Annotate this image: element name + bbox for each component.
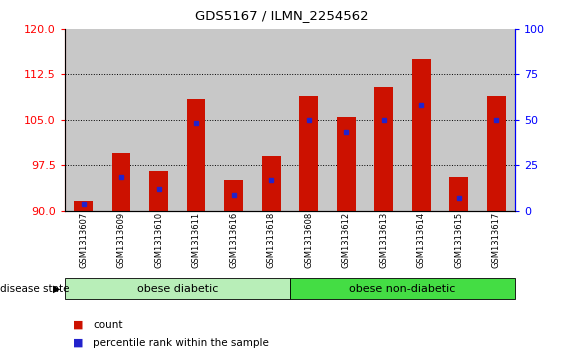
Bar (262, 156, 280, 211)
Bar (449, 177, 468, 211)
Bar (300, 95, 318, 211)
Bar (74, 201, 93, 211)
Text: GDS5167 / ILMN_2254562: GDS5167 / ILMN_2254562 (195, 9, 368, 22)
Bar (374, 86, 393, 211)
Text: obese diabetic: obese diabetic (137, 284, 218, 294)
Text: ■: ■ (73, 338, 84, 348)
Bar (412, 59, 431, 211)
Text: ■: ■ (73, 320, 84, 330)
Text: obese non-diabetic: obese non-diabetic (350, 284, 455, 294)
Bar (187, 99, 205, 211)
Text: count: count (93, 320, 122, 330)
Bar (487, 95, 506, 211)
Text: percentile rank within the sample: percentile rank within the sample (93, 338, 269, 348)
Text: disease state: disease state (0, 284, 69, 294)
Bar (149, 171, 168, 211)
Bar (111, 153, 131, 211)
Bar (224, 180, 243, 211)
Text: ▶: ▶ (53, 284, 60, 294)
Bar (337, 117, 356, 211)
